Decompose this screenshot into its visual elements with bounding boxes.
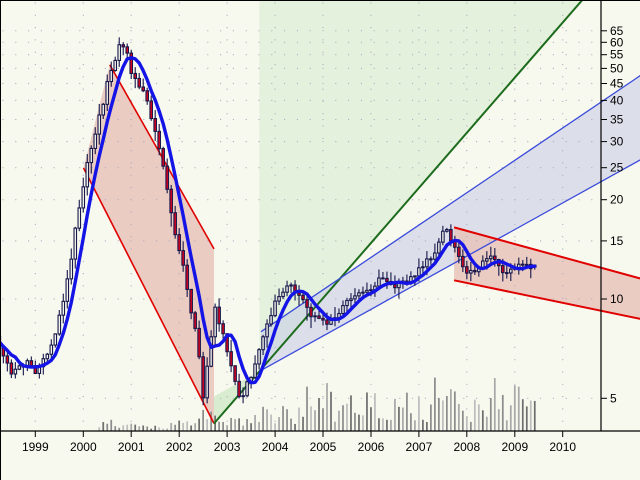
svg-text:2004: 2004 (262, 440, 289, 454)
svg-text:2009: 2009 (501, 440, 528, 454)
svg-text:35: 35 (610, 113, 624, 127)
svg-text:20: 20 (610, 193, 624, 207)
svg-text:15: 15 (610, 234, 624, 248)
svg-text:30: 30 (610, 135, 624, 149)
svg-text:25: 25 (610, 161, 624, 175)
svg-text:2008: 2008 (453, 440, 480, 454)
svg-text:5: 5 (610, 391, 617, 405)
svg-text:2002: 2002 (166, 440, 193, 454)
svg-text:45: 45 (610, 77, 624, 91)
svg-text:10: 10 (610, 292, 624, 306)
svg-text:40: 40 (610, 93, 624, 107)
svg-text:55: 55 (610, 48, 624, 62)
svg-text:2001: 2001 (118, 440, 145, 454)
svg-text:50: 50 (610, 61, 624, 75)
svg-text:2010: 2010 (549, 440, 576, 454)
svg-text:2007: 2007 (406, 440, 433, 454)
svg-text:2000: 2000 (70, 440, 97, 454)
svg-text:1999: 1999 (22, 440, 49, 454)
svg-text:2006: 2006 (358, 440, 385, 454)
svg-text:2003: 2003 (214, 440, 241, 454)
svg-text:2005: 2005 (310, 440, 337, 454)
